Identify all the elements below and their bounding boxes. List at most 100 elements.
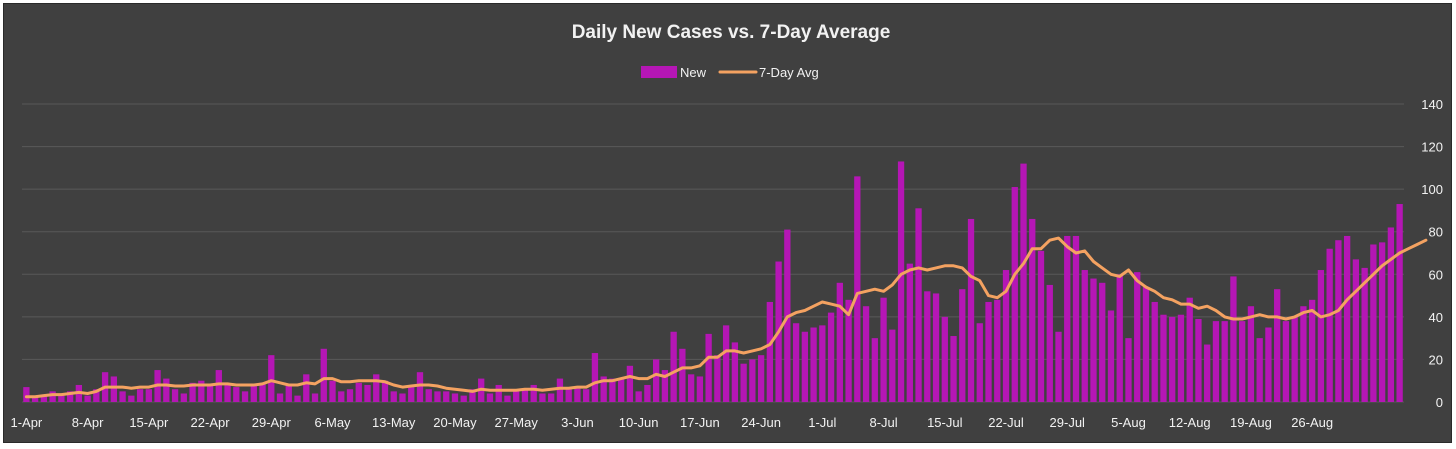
bar-new	[198, 380, 205, 402]
bar-new	[618, 378, 625, 402]
bar-new	[539, 393, 546, 402]
x-tick-label: 5-Aug	[1111, 415, 1146, 430]
bar-new	[1282, 321, 1290, 402]
bar-new	[189, 382, 196, 402]
bar-new	[1177, 314, 1185, 402]
bar-new	[329, 380, 336, 402]
bar-new	[959, 289, 966, 402]
x-tick-label: 13-May	[372, 415, 416, 430]
bar-new	[268, 355, 275, 402]
bar-new	[880, 297, 887, 402]
bar-new	[906, 263, 913, 402]
bar-new	[1064, 235, 1071, 402]
bar-new	[1204, 344, 1211, 402]
bar-new	[740, 363, 747, 402]
bar-new	[705, 333, 712, 402]
x-tick-label: 8-Apr	[72, 415, 104, 430]
bar-new	[889, 329, 896, 402]
y-tick-label: 100	[1421, 182, 1443, 197]
bar-new	[40, 395, 48, 402]
x-tick-label: 29-Apr	[252, 415, 292, 430]
y-tick-label: 80	[1429, 225, 1443, 240]
y-tick-label: 140	[1421, 97, 1443, 112]
bar-new	[976, 323, 983, 402]
new-cases-bars	[23, 161, 1403, 402]
bar-new	[530, 384, 537, 402]
bar-new	[469, 389, 476, 402]
bar-new	[215, 370, 222, 402]
bar-new	[276, 393, 284, 402]
bar-new	[93, 389, 100, 402]
bar-new	[548, 393, 555, 402]
bar-new	[1107, 310, 1115, 402]
bar-new	[941, 316, 948, 402]
bar-new	[679, 348, 686, 402]
bar-new	[670, 331, 677, 402]
bar-new	[749, 359, 756, 402]
x-tick-label: 3-Jun	[561, 415, 594, 430]
bar-new	[845, 299, 852, 402]
bar-new	[1160, 314, 1167, 402]
chart-svg: Daily New Cases vs. 7-Day Average New 7-…	[10, 22, 1443, 430]
bar-new	[1309, 299, 1316, 402]
x-tick-label: 1-Jul	[808, 415, 836, 430]
x-tick-label: 15-Jul	[927, 415, 963, 430]
bar-new	[635, 391, 642, 402]
bar-new	[58, 393, 65, 402]
legend-new-swatch	[641, 66, 677, 78]
bar-new	[31, 397, 39, 402]
x-tick-label: 12-Aug	[1169, 415, 1211, 430]
bar-new	[250, 384, 257, 402]
x-tick-label: 6-May	[314, 415, 351, 430]
bar-new	[985, 301, 992, 402]
bar-new	[1239, 321, 1246, 402]
bar-new	[583, 389, 590, 402]
y-tick-label: 0	[1436, 395, 1443, 410]
bar-new	[346, 389, 354, 402]
bar-new	[136, 389, 144, 402]
bar-new	[110, 376, 117, 402]
bar-new	[1011, 187, 1018, 402]
bar-new	[994, 299, 1001, 402]
bar-new	[1361, 267, 1368, 402]
bar-new	[390, 391, 397, 402]
bar-new	[84, 395, 91, 402]
y-tick-label: 40	[1429, 310, 1443, 325]
bar-new	[241, 391, 249, 402]
bar-new	[163, 378, 170, 402]
y-axis-ticks: 0 20 40 60 80 100 120 140	[1421, 97, 1443, 410]
bar-new	[521, 389, 529, 402]
bar-new	[1116, 274, 1123, 402]
x-axis-ticks: 1-Apr 8-Apr 15-Apr 22-Apr 29-Apr 6-May 13-May 2…	[10, 415, 1333, 430]
bar-new	[338, 391, 345, 402]
legend-avg-label: 7-Day Avg	[759, 65, 819, 80]
bar-new	[1378, 242, 1386, 402]
bar-new	[416, 372, 424, 402]
bar-new	[1335, 240, 1342, 402]
bar-new	[513, 391, 520, 402]
bar-new	[1046, 284, 1053, 402]
chart-legend: New 7-Day Avg	[641, 65, 819, 80]
bar-new	[364, 384, 371, 402]
bar-new	[1387, 227, 1395, 402]
bar-new	[1370, 244, 1377, 402]
bar-new	[854, 176, 861, 402]
bar-new	[556, 378, 564, 402]
bar-new	[171, 389, 179, 402]
bar-new	[1326, 248, 1333, 402]
bar-new	[1317, 270, 1325, 402]
bar-new	[1230, 276, 1237, 402]
bar-new	[408, 387, 415, 402]
bar-new	[967, 218, 975, 402]
bar-new	[1256, 338, 1263, 402]
avg-line	[24, 236, 1428, 399]
bar-new	[1029, 218, 1036, 402]
bar-new	[1020, 163, 1027, 402]
bar-new	[294, 395, 301, 402]
bar-new	[311, 393, 319, 402]
bar-new	[714, 355, 721, 402]
bar-new	[425, 389, 432, 402]
bar-new	[1300, 306, 1307, 402]
bar-new	[320, 348, 327, 402]
x-tick-label: 8-Jul	[869, 415, 897, 430]
